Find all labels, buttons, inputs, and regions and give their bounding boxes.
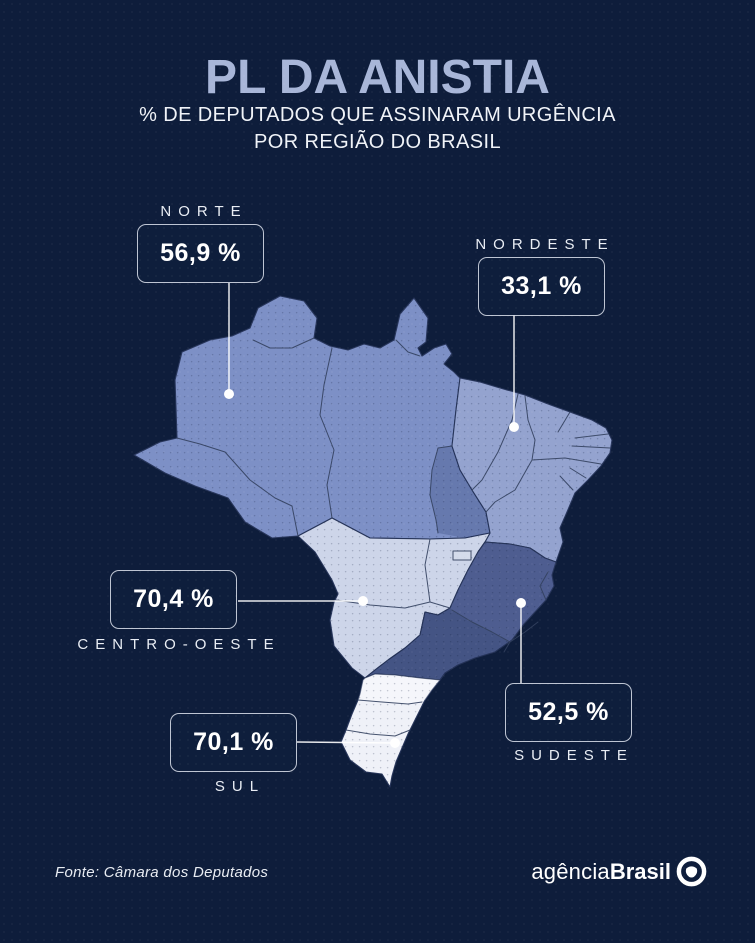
map-group [133,295,613,788]
value-centro-oeste: 70,4 % [133,585,214,613]
agencia-brasil-logo: agênciaBrasil [531,856,707,887]
map-markers [224,389,526,748]
source-credit: Fonte: Câmara dos Deputados [55,864,269,881]
page-title: PL DA ANISTIA [205,51,550,104]
value-box-sudeste: 52,5 % [505,683,632,742]
logo-text-bold: Brasil [609,858,671,884]
region-label-centro-oeste: CENTRO-OESTE [77,636,281,653]
leader-lines [228,283,522,744]
value-box-nordeste: 33,1 % [478,257,605,316]
leader-line-sul [296,741,396,744]
map-marker-sudeste [516,598,526,608]
region-label-nordeste: NORDESTE [475,236,615,253]
region-label-sudeste: SUDESTE [514,747,634,764]
region-label-norte: NORTE [160,203,248,220]
logo-text-regular: agência [531,858,610,884]
agencia-brasil-icon [676,856,707,887]
footer: Fonte: Câmara dos Deputados agênciaBrasi… [0,840,755,910]
map-marker-centro-oeste [358,596,368,606]
value-nordeste: 33,1 % [501,272,582,300]
subtitle-line-1: % DE DEPUTADOS QUE ASSINARAM URGÊNCIA [139,104,616,126]
map-marker-nordeste [509,422,519,432]
value-sul: 70,1 % [193,728,274,756]
value-box-norte: 56,9 % [137,224,264,283]
page-subtitle: % DE DEPUTADOS QUE ASSINARAM URGÊNCIA POR… [0,102,755,156]
subtitle-line-2: POR REGIÃO DO BRASIL [254,131,501,153]
state-borders [176,337,611,737]
value-sudeste: 52,5 % [528,698,609,726]
region-label-sul: SUL [214,778,266,795]
value-box-sul: 70,1 % [170,713,297,772]
value-norte: 56,9 % [160,239,241,267]
map-marker-norte [224,389,234,399]
value-box-centro-oeste: 70,4 % [110,570,237,629]
map-marker-sul [390,738,400,748]
